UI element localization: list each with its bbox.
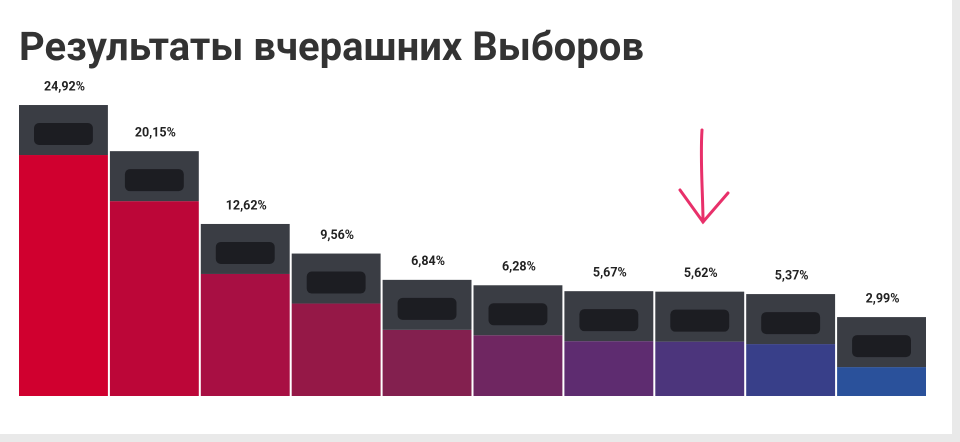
bar	[564, 341, 654, 396]
bar	[473, 335, 563, 396]
bar	[837, 367, 926, 396]
value-label: 20,15%	[135, 125, 176, 140]
bar	[746, 344, 836, 396]
value-label: 12,62%	[226, 198, 267, 213]
bar	[655, 341, 745, 396]
value-label: 5,67%	[593, 265, 627, 280]
bar	[109, 201, 199, 396]
bar	[382, 329, 472, 396]
photo-highlight	[306, 271, 366, 294]
photo-highlight	[34, 123, 93, 146]
value-label: 6,84%	[411, 254, 445, 269]
bar	[200, 273, 290, 396]
value-label: 6,28%	[502, 260, 536, 275]
photo-highlight	[397, 297, 457, 320]
chart-title: Результаты вчерашних Выборов	[19, 23, 644, 70]
photo-highlight	[852, 335, 911, 358]
photo-highlight	[124, 169, 184, 192]
photo-highlight	[670, 309, 730, 332]
photo-highlight	[215, 241, 275, 264]
photo-highlight	[488, 303, 548, 326]
bar	[291, 303, 381, 396]
value-label: 5,37%	[775, 268, 809, 283]
arrow-annotation	[678, 128, 730, 225]
value-label: 9,56%	[320, 228, 354, 243]
photo-highlight	[579, 309, 639, 332]
photo-highlight	[761, 312, 821, 335]
value-label: 2,99%	[866, 291, 900, 306]
bar	[19, 155, 108, 396]
value-label: 24,92%	[44, 79, 85, 94]
value-label: 5,62%	[684, 266, 718, 281]
